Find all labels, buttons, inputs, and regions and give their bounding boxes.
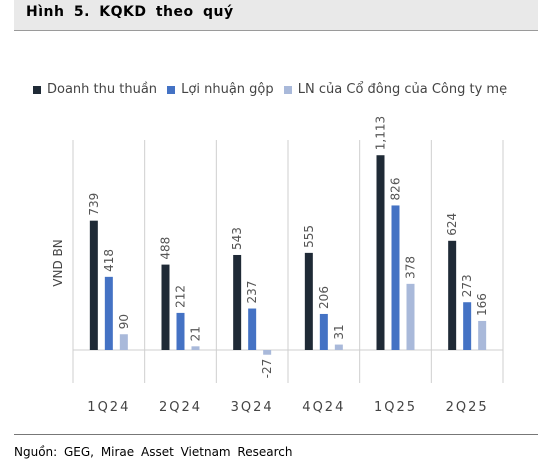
source-note: Nguồn: GEG, Mirae Asset Vietnam Research xyxy=(14,445,293,459)
x-tick-label: 2Q24 xyxy=(159,400,202,415)
x-tick-label: 1Q25 xyxy=(374,400,417,415)
data-label: 166 xyxy=(475,293,489,316)
source-divider xyxy=(14,434,538,435)
x-tick-label: 4Q24 xyxy=(302,400,345,415)
data-label: 206 xyxy=(317,286,331,309)
x-tick-label: 3Q24 xyxy=(231,400,274,415)
bar xyxy=(304,252,313,350)
chart-legend: Doanh thu thuần Lợi nhuận gộp LN của Cổ … xyxy=(33,82,513,98)
legend-label-revenue: Doanh thu thuần xyxy=(47,82,158,97)
legend-swatch-gross-profit xyxy=(167,85,176,94)
x-tick-label: 1Q24 xyxy=(87,400,130,415)
data-label: 488 xyxy=(159,237,173,260)
data-label: 826 xyxy=(389,178,403,201)
legend-item-gross-profit: Lợi nhuận gộp xyxy=(167,82,274,97)
figure-title: Hình 5. KQKD theo quý xyxy=(26,4,234,20)
bar xyxy=(191,346,200,350)
legend-label-parent-profit: LN của Cổ đông của Công ty mẹ xyxy=(297,82,508,97)
legend-label-gross-profit: Lợi nhuận gộp xyxy=(181,82,274,97)
legend-swatch-revenue xyxy=(33,85,41,94)
data-label: 378 xyxy=(404,256,418,279)
bar xyxy=(406,283,415,350)
bar xyxy=(463,302,472,350)
data-label: 90 xyxy=(117,314,131,329)
y-axis-label: VND BN xyxy=(51,239,65,286)
bar xyxy=(104,276,113,350)
data-label: 237 xyxy=(245,281,259,304)
data-label: 543 xyxy=(230,227,244,250)
bar xyxy=(161,264,170,350)
bar xyxy=(478,320,487,350)
bar xyxy=(263,350,272,355)
data-label: 21 xyxy=(189,326,203,341)
bar xyxy=(233,254,242,350)
bar xyxy=(334,344,343,350)
bar xyxy=(119,334,128,350)
data-label: 739 xyxy=(87,193,101,216)
legend-item-revenue: Doanh thu thuần xyxy=(33,82,157,97)
bar xyxy=(248,308,257,350)
data-label: 31 xyxy=(332,324,346,339)
bar xyxy=(376,155,385,350)
data-label: 418 xyxy=(102,249,116,272)
data-label: 212 xyxy=(174,285,188,308)
bar xyxy=(448,240,457,350)
bar xyxy=(89,220,98,350)
title-bar: Hình 5. KQKD theo quý xyxy=(14,0,538,31)
data-label: 273 xyxy=(460,274,474,297)
legend-swatch-parent-profit xyxy=(283,85,292,94)
bar xyxy=(319,313,328,350)
legend-item-parent-profit: LN của Cổ đông của Công ty mẹ xyxy=(283,82,508,97)
bar xyxy=(391,205,400,350)
data-label: 555 xyxy=(302,225,316,248)
data-label: -27 xyxy=(260,359,274,379)
data-label: 624 xyxy=(445,213,459,236)
data-label: 1,113 xyxy=(374,116,388,150)
x-tick-label: 2Q25 xyxy=(446,400,489,415)
bar xyxy=(176,312,185,350)
